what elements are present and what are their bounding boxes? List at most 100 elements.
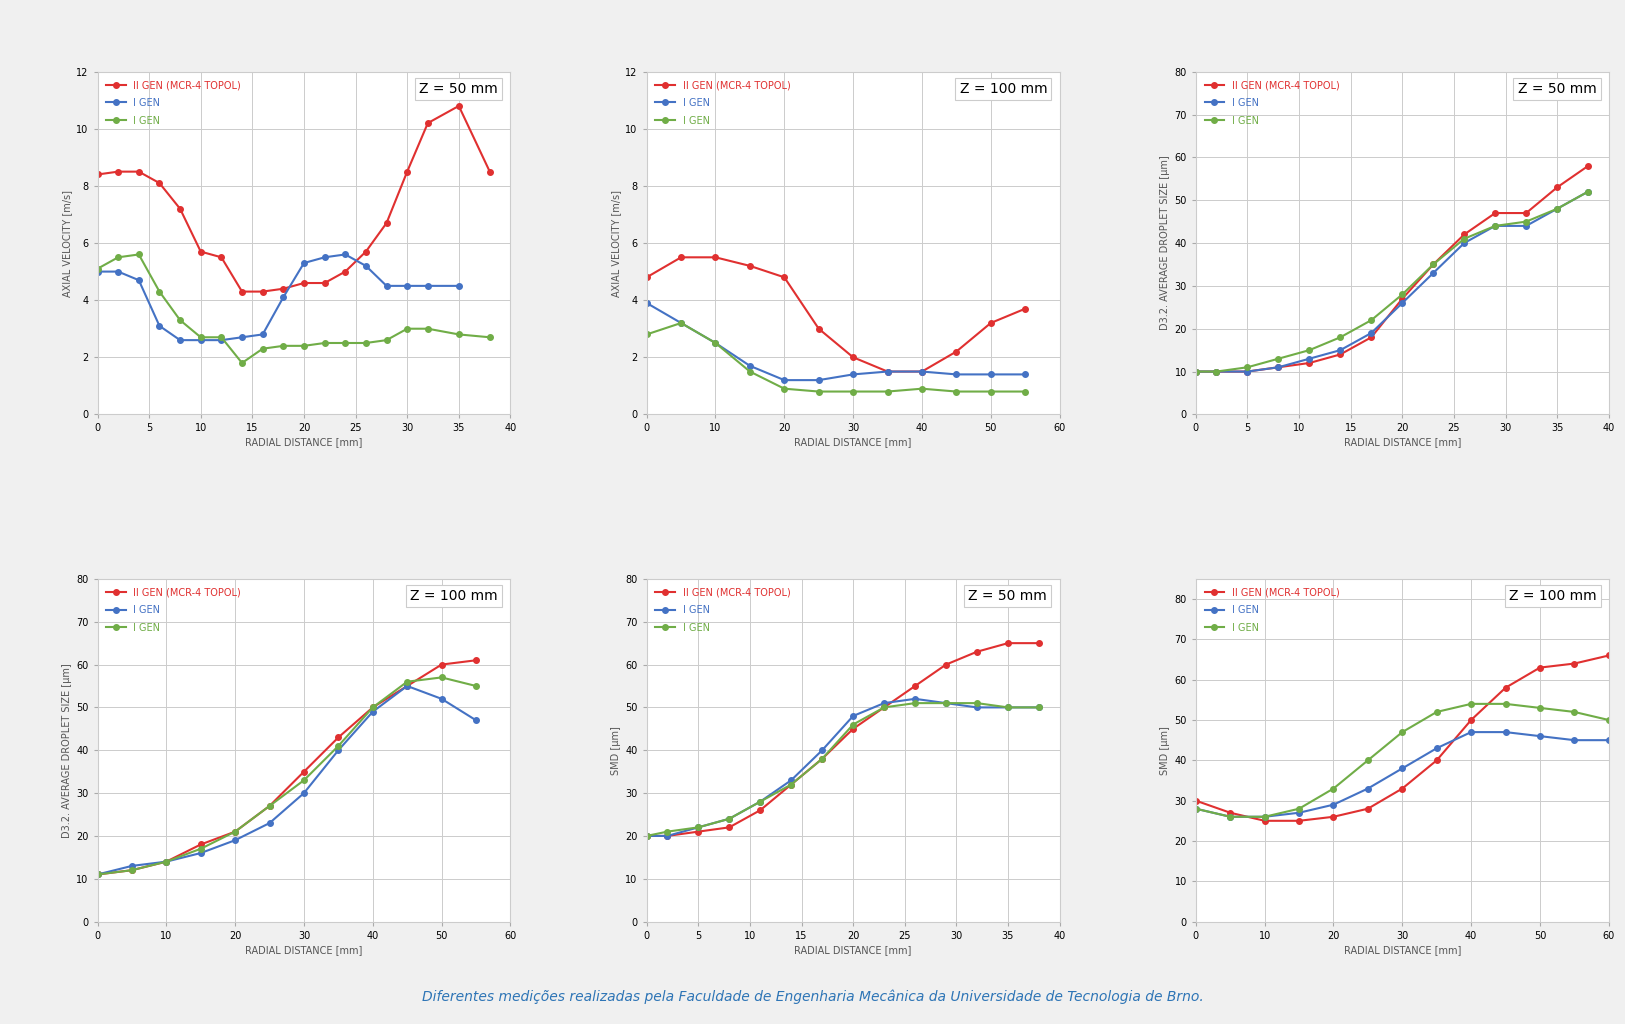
II GEN (MCR-4 TOPOL) — [362, 701, 382, 714]
I GEN — [1254, 811, 1274, 823]
Y-axis label: D3.2. AVERAGE DROPLET SIZE [μm]: D3.2. AVERAGE DROPLET SIZE [μm] — [1160, 156, 1170, 331]
I GEN — [1454, 237, 1474, 249]
I GEN — [1516, 215, 1536, 227]
I GEN — [418, 323, 437, 335]
Line: I GEN: I GEN — [94, 675, 479, 878]
II GEN (MCR-4 TOPOL) — [232, 286, 252, 298]
I GEN — [658, 825, 678, 838]
II GEN (MCR-4 TOPOL) — [843, 351, 863, 364]
I GEN — [1186, 366, 1206, 378]
X-axis label: RADIAL DISTANCE [mm]: RADIAL DISTANCE [mm] — [1344, 945, 1461, 954]
Text: Diferentes medições realizadas pela Faculdade de Engenharia Mecânica da Universi: Diferentes medições realizadas pela Facu… — [421, 989, 1204, 1004]
II GEN (MCR-4 TOPOL) — [982, 316, 1001, 329]
II GEN (MCR-4 TOPOL) — [88, 168, 107, 180]
I GEN — [1186, 366, 1206, 378]
I GEN — [1207, 366, 1227, 378]
I GEN — [878, 385, 897, 397]
II GEN (MCR-4 TOPOL) — [658, 829, 678, 842]
I GEN — [637, 297, 656, 309]
Line: II GEN (MCR-4 TOPOL): II GEN (MCR-4 TOPOL) — [1193, 163, 1591, 375]
I GEN — [720, 813, 739, 825]
Line: I GEN: I GEN — [94, 252, 461, 343]
I GEN — [671, 316, 691, 329]
II GEN (MCR-4 TOPOL) — [171, 203, 190, 215]
II GEN (MCR-4 TOPOL) — [1516, 207, 1536, 219]
II GEN (MCR-4 TOPOL) — [782, 778, 801, 791]
II GEN (MCR-4 TOPOL) — [449, 99, 468, 112]
I GEN — [335, 337, 354, 349]
I GEN — [1300, 344, 1320, 356]
I GEN — [398, 323, 418, 335]
II GEN (MCR-4 TOPOL) — [150, 177, 169, 189]
I GEN — [356, 337, 375, 349]
I GEN — [782, 778, 801, 791]
I GEN — [294, 257, 314, 269]
Line: I GEN: I GEN — [1193, 701, 1612, 819]
I GEN — [967, 701, 986, 714]
I GEN — [335, 248, 354, 260]
II GEN (MCR-4 TOPOL) — [812, 753, 832, 765]
I GEN — [1331, 331, 1350, 343]
I GEN — [273, 291, 292, 303]
Line: I GEN: I GEN — [644, 700, 1042, 839]
I GEN — [377, 280, 396, 292]
II GEN (MCR-4 TOPOL) — [637, 271, 656, 284]
I GEN — [998, 701, 1017, 714]
II GEN (MCR-4 TOPOL) — [226, 825, 245, 838]
I GEN — [260, 800, 280, 812]
I GEN — [637, 829, 656, 842]
Y-axis label: SMD [μm]: SMD [μm] — [611, 726, 621, 775]
I GEN — [449, 280, 468, 292]
II GEN (MCR-4 TOPOL) — [335, 265, 354, 278]
X-axis label: RADIAL DISTANCE [mm]: RADIAL DISTANCE [mm] — [795, 437, 912, 447]
II GEN (MCR-4 TOPOL) — [1358, 803, 1378, 815]
I GEN — [1427, 742, 1446, 755]
I GEN — [1393, 289, 1412, 301]
I GEN — [1324, 782, 1344, 795]
II GEN (MCR-4 TOPOL) — [260, 800, 280, 812]
Line: II GEN (MCR-4 TOPOL): II GEN (MCR-4 TOPOL) — [644, 255, 1029, 375]
I GEN — [947, 369, 967, 381]
I GEN — [192, 847, 211, 859]
Line: I GEN: I GEN — [1193, 188, 1591, 375]
Legend: II GEN (MCR-4 TOPOL), I GEN, I GEN: II GEN (MCR-4 TOPOL), I GEN, I GEN — [652, 77, 795, 130]
Line: II GEN (MCR-4 TOPOL): II GEN (MCR-4 TOPOL) — [94, 103, 492, 294]
I GEN — [982, 369, 1001, 381]
Text: Z = 100 mm: Z = 100 mm — [960, 82, 1046, 96]
I GEN — [905, 692, 925, 705]
I GEN — [192, 334, 211, 346]
I GEN — [1207, 366, 1227, 378]
II GEN (MCR-4 TOPOL) — [192, 839, 211, 851]
I GEN — [1578, 185, 1597, 198]
I GEN — [1362, 327, 1381, 339]
Legend: II GEN (MCR-4 TOPOL), I GEN, I GEN: II GEN (MCR-4 TOPOL), I GEN, I GEN — [1201, 584, 1344, 637]
Line: I GEN: I GEN — [94, 252, 492, 366]
II GEN (MCR-4 TOPOL) — [751, 804, 770, 816]
I GEN — [1269, 352, 1289, 365]
I GEN — [1029, 701, 1048, 714]
II GEN (MCR-4 TOPOL) — [1485, 207, 1505, 219]
II GEN (MCR-4 TOPOL) — [637, 829, 656, 842]
II GEN (MCR-4 TOPOL) — [912, 366, 931, 378]
II GEN (MCR-4 TOPOL) — [1565, 657, 1584, 670]
I GEN — [809, 385, 829, 397]
I GEN — [226, 825, 245, 838]
I GEN — [809, 374, 829, 386]
I GEN — [294, 774, 314, 786]
I GEN — [1495, 697, 1514, 710]
I GEN — [315, 337, 335, 349]
II GEN (MCR-4 TOPOL) — [905, 680, 925, 692]
I GEN — [1424, 267, 1443, 280]
I GEN — [843, 710, 863, 722]
I GEN — [739, 366, 759, 378]
I GEN — [1454, 232, 1474, 245]
I GEN — [1186, 803, 1206, 815]
I GEN — [1289, 803, 1308, 815]
I GEN — [1578, 185, 1597, 198]
II GEN (MCR-4 TOPOL) — [705, 251, 725, 263]
II GEN (MCR-4 TOPOL) — [1300, 356, 1320, 369]
I GEN — [775, 374, 795, 386]
II GEN (MCR-4 TOPOL) — [1393, 782, 1412, 795]
II GEN (MCR-4 TOPOL) — [1238, 366, 1258, 378]
I GEN — [912, 366, 931, 378]
